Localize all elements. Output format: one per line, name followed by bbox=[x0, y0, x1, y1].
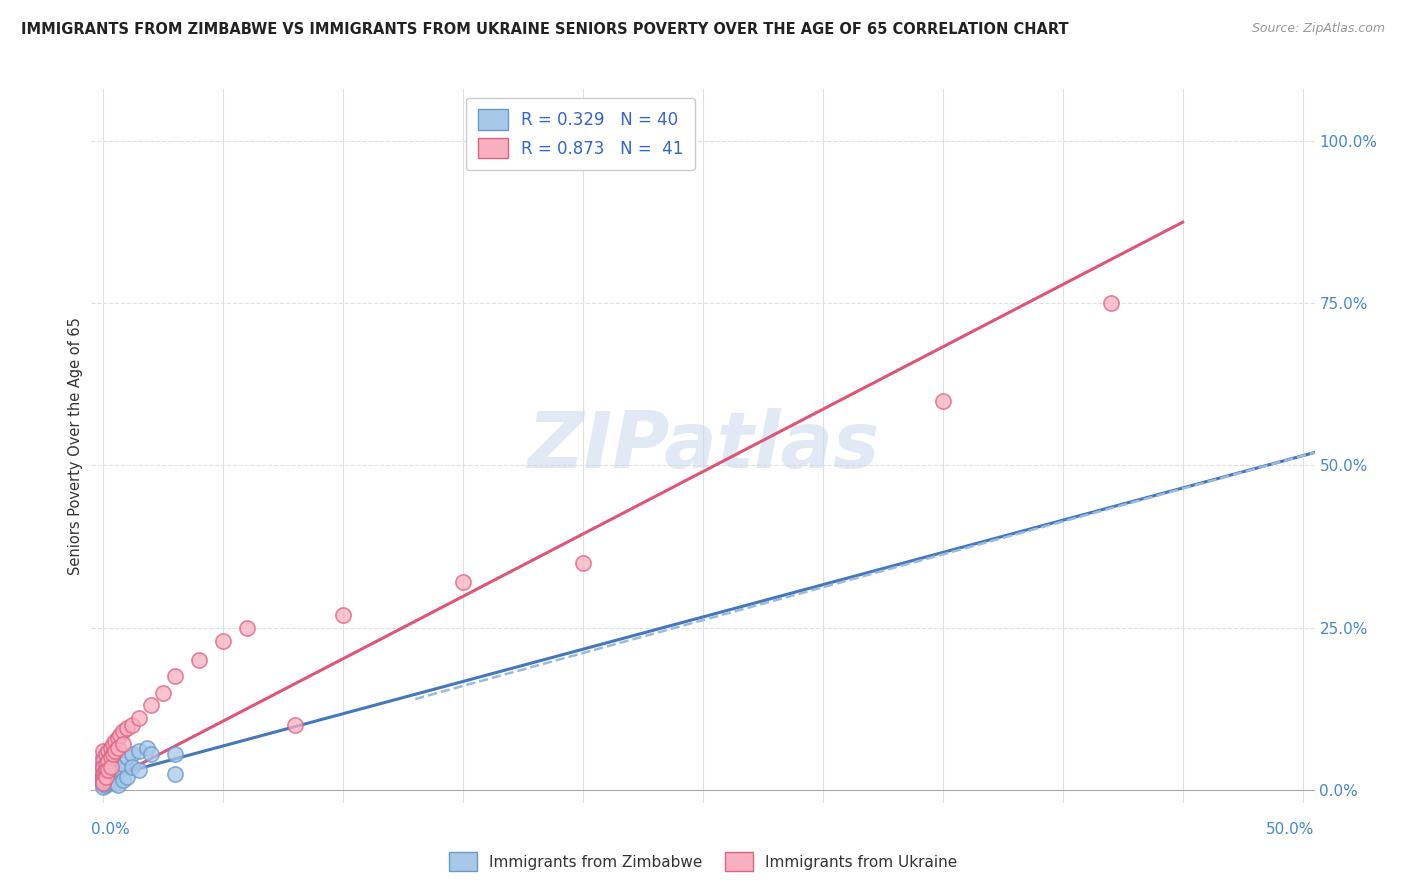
Point bbox=[93, 750, 115, 764]
Point bbox=[94, 747, 117, 761]
Point bbox=[104, 744, 127, 758]
Point bbox=[121, 760, 143, 774]
Point bbox=[93, 770, 115, 784]
Point bbox=[94, 770, 117, 784]
Point bbox=[100, 740, 122, 755]
Point bbox=[93, 744, 115, 758]
Point bbox=[284, 718, 307, 732]
Point bbox=[165, 669, 187, 683]
Point bbox=[111, 773, 134, 788]
Point bbox=[104, 766, 127, 780]
Point bbox=[93, 754, 115, 768]
Point bbox=[100, 770, 122, 784]
Point bbox=[117, 721, 139, 735]
Point bbox=[101, 760, 124, 774]
Point bbox=[236, 621, 259, 635]
Point bbox=[97, 754, 120, 768]
Point bbox=[93, 766, 115, 780]
Point bbox=[104, 734, 127, 748]
Point bbox=[93, 764, 115, 778]
Point bbox=[165, 766, 187, 780]
Point bbox=[101, 738, 124, 752]
Point bbox=[451, 575, 474, 590]
Point bbox=[1099, 296, 1122, 310]
Text: Source: ZipAtlas.com: Source: ZipAtlas.com bbox=[1251, 22, 1385, 36]
Point bbox=[111, 724, 134, 739]
Text: ZIPatlas: ZIPatlas bbox=[527, 408, 879, 484]
Point bbox=[97, 773, 120, 788]
Legend: Immigrants from Zimbabwe, Immigrants from Ukraine: Immigrants from Zimbabwe, Immigrants fro… bbox=[443, 847, 963, 877]
Point bbox=[100, 775, 122, 789]
Point bbox=[100, 750, 122, 764]
Point bbox=[93, 770, 115, 784]
Point bbox=[165, 747, 187, 761]
Point bbox=[107, 760, 129, 774]
Point bbox=[107, 740, 129, 755]
Point bbox=[188, 653, 211, 667]
Point bbox=[93, 780, 115, 794]
Point bbox=[93, 760, 115, 774]
Point bbox=[93, 775, 115, 789]
Text: 0.0%: 0.0% bbox=[91, 822, 131, 837]
Point bbox=[128, 711, 150, 725]
Point bbox=[121, 747, 143, 761]
Point bbox=[94, 770, 117, 784]
Point bbox=[93, 776, 115, 790]
Text: IMMIGRANTS FROM ZIMBABWE VS IMMIGRANTS FROM UKRAINE SENIORS POVERTY OVER THE AGE: IMMIGRANTS FROM ZIMBABWE VS IMMIGRANTS F… bbox=[21, 22, 1069, 37]
Point bbox=[212, 633, 235, 648]
Point bbox=[93, 771, 115, 785]
Point bbox=[128, 764, 150, 778]
Point bbox=[121, 718, 143, 732]
Point bbox=[97, 764, 120, 778]
Point bbox=[111, 756, 134, 771]
Point bbox=[111, 738, 134, 752]
Point bbox=[332, 607, 354, 622]
Point bbox=[93, 766, 115, 780]
Point bbox=[117, 750, 139, 764]
Point bbox=[107, 731, 129, 745]
Point bbox=[572, 556, 595, 570]
Point bbox=[93, 773, 115, 788]
Point bbox=[152, 685, 174, 699]
Point bbox=[93, 778, 115, 792]
Point bbox=[94, 764, 117, 778]
Point bbox=[107, 778, 129, 792]
Point bbox=[93, 776, 115, 790]
Point bbox=[93, 773, 115, 788]
Point bbox=[97, 776, 120, 790]
Point bbox=[94, 778, 117, 792]
Text: 50.0%: 50.0% bbox=[1267, 822, 1315, 837]
Point bbox=[93, 760, 115, 774]
Point bbox=[97, 766, 120, 780]
Point bbox=[94, 773, 117, 788]
Point bbox=[101, 747, 124, 761]
Point bbox=[97, 744, 120, 758]
Point bbox=[141, 698, 163, 713]
Y-axis label: Seniors Poverty Over the Age of 65: Seniors Poverty Over the Age of 65 bbox=[67, 317, 83, 575]
Point bbox=[108, 764, 131, 778]
Point bbox=[94, 756, 117, 771]
Point bbox=[141, 747, 163, 761]
Point bbox=[94, 776, 117, 790]
Point bbox=[135, 740, 157, 755]
Point bbox=[117, 770, 139, 784]
Point bbox=[104, 776, 127, 790]
Point bbox=[101, 773, 124, 788]
Point bbox=[100, 760, 122, 774]
Point bbox=[93, 756, 115, 771]
Point bbox=[932, 393, 955, 408]
Point bbox=[108, 728, 131, 742]
Point bbox=[128, 744, 150, 758]
